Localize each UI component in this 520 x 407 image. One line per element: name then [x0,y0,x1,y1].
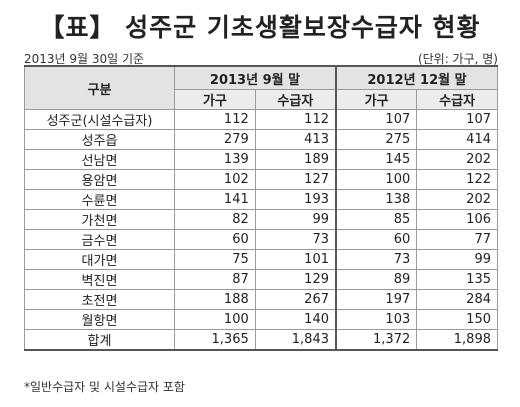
footnote: *일반수급자 및 시설수급자 포함 [24,380,185,394]
document-title: 【표】 성주군 기초생활보장수급자 현황 [39,13,481,42]
cell-r2012: 122 [416,169,498,190]
cell-h2013: 102 [174,169,256,190]
row-label: 선남면 [24,149,175,170]
cell-h2012: 85 [335,209,418,230]
header-households-2013: 가구 [174,89,256,110]
cell-h2013: 60 [174,229,256,250]
unit-note: (단위: 가구, 명) [417,52,498,66]
cell-h2013: 279 [174,129,256,150]
cell-r2012: 150 [416,309,498,330]
cell-r2013: 413 [254,129,337,150]
row-label: 합계 [24,329,175,351]
header-recipients-2013: 수급자 [254,89,337,110]
cell-r2013: 101 [254,249,337,270]
table-row: 수륜면 141 193 138 202 [24,189,498,210]
table-row: 대가면 75 101 73 99 [24,249,498,270]
cell-r2012: 202 [416,189,498,210]
cell-h2013: 188 [174,289,256,310]
row-label: 초전면 [24,289,175,310]
row-label: 대가면 [24,249,175,270]
table-row: 초전면 188 267 197 284 [24,289,498,310]
cell-h2013: 82 [174,209,256,230]
table-row: 벽진면 87 129 89 135 [24,269,498,290]
cell-r2013: 1,843 [254,329,337,351]
cell-h2012: 107 [335,109,418,130]
row-label: 가천면 [24,209,175,230]
cell-r2012: 106 [416,209,498,230]
table-row: 가천면 82 99 85 106 [24,209,498,230]
cell-h2012: 197 [335,289,418,310]
table-row: 용암면 102 127 100 122 [24,169,498,190]
cell-r2012: 135 [416,269,498,290]
cell-r2012: 107 [416,109,498,130]
cell-h2013: 75 [174,249,256,270]
cell-h2012: 275 [335,129,418,150]
cell-h2013: 139 [174,149,256,170]
cell-h2013: 141 [174,189,256,210]
table-row: 성주읍 279 413 275 414 [24,129,498,150]
cell-r2013: 73 [254,229,337,250]
cell-r2013: 140 [254,309,337,330]
cell-h2012: 60 [335,229,418,250]
cell-r2013: 99 [254,209,337,230]
row-label: 금수면 [24,229,175,250]
cell-r2013: 267 [254,289,337,310]
table-total-row: 합계 1,365 1,843 1,372 1,898 [24,329,498,351]
row-label: 벽진면 [24,269,175,290]
header-households-2012: 가구 [335,89,418,110]
cell-r2012: 1,898 [416,329,498,351]
cell-h2013: 112 [174,109,256,130]
cell-h2012: 145 [335,149,418,170]
row-label: 월항면 [24,309,175,330]
cell-r2013: 129 [254,269,337,290]
header-period-2013: 2013년 9월 말 [174,65,337,90]
cell-r2013: 189 [254,149,337,170]
table-row: 성주군(시설수급자) 112 112 107 107 [24,109,498,130]
cell-r2012: 414 [416,129,498,150]
row-label: 성주군(시설수급자) [24,109,175,130]
table-row: 선남면 139 189 145 202 [24,149,498,170]
recipients-table: 구분 2013년 9월 말 2012년 12월 말 가구 수급자 가구 수급자 … [24,65,498,351]
cell-h2012: 1,372 [335,329,418,351]
table-row: 월항면 100 140 103 150 [24,309,498,330]
cell-h2013: 100 [174,309,256,330]
cell-r2012: 284 [416,289,498,310]
cell-r2013: 193 [254,189,337,210]
cell-r2012: 77 [416,229,498,250]
cell-h2012: 73 [335,249,418,270]
row-label: 수륜면 [24,189,175,210]
cell-r2013: 112 [254,109,337,130]
row-label: 성주읍 [24,129,175,150]
cell-r2012: 99 [416,249,498,270]
cell-h2012: 138 [335,189,418,210]
row-label: 용암면 [24,169,175,190]
cell-h2012: 100 [335,169,418,190]
date-note: 2013년 9월 30일 기준 [24,52,145,66]
cell-r2013: 127 [254,169,337,190]
cell-r2012: 202 [416,149,498,170]
cell-h2012: 103 [335,309,418,330]
header-gubun: 구분 [24,65,175,110]
table-row: 금수면 60 73 60 77 [24,229,498,250]
cell-h2013: 1,365 [174,329,256,351]
cell-h2013: 87 [174,269,256,290]
header-period-2012: 2012년 12월 말 [335,65,498,90]
cell-h2012: 89 [335,269,418,290]
header-recipients-2012: 수급자 [416,89,498,110]
